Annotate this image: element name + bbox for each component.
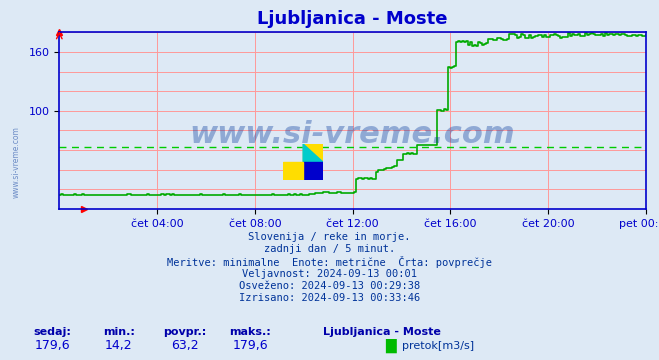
Text: sedaj:: sedaj:	[34, 327, 72, 337]
Text: █: █	[386, 339, 396, 353]
Polygon shape	[303, 162, 323, 180]
Polygon shape	[303, 144, 323, 162]
Text: pretok[m3/s]: pretok[m3/s]	[402, 341, 474, 351]
Text: 179,6: 179,6	[35, 339, 71, 352]
Text: Slovenija / reke in morje.
zadnji dan / 5 minut.
Meritve: minimalne  Enote: metr: Slovenija / reke in morje. zadnji dan / …	[167, 232, 492, 303]
Text: www.si-vreme.com: www.si-vreme.com	[190, 120, 515, 149]
Text: maks.:: maks.:	[229, 327, 272, 337]
Text: 179,6: 179,6	[233, 339, 268, 352]
Polygon shape	[283, 162, 303, 180]
Text: povpr.:: povpr.:	[163, 327, 206, 337]
Text: 63,2: 63,2	[171, 339, 198, 352]
Text: www.si-vreme.com: www.si-vreme.com	[12, 126, 21, 198]
Polygon shape	[303, 144, 323, 162]
Title: Ljubljanica - Moste: Ljubljanica - Moste	[257, 10, 448, 28]
Text: Ljubljanica - Moste: Ljubljanica - Moste	[324, 327, 441, 337]
Text: min.:: min.:	[103, 327, 134, 337]
Text: 14,2: 14,2	[105, 339, 132, 352]
